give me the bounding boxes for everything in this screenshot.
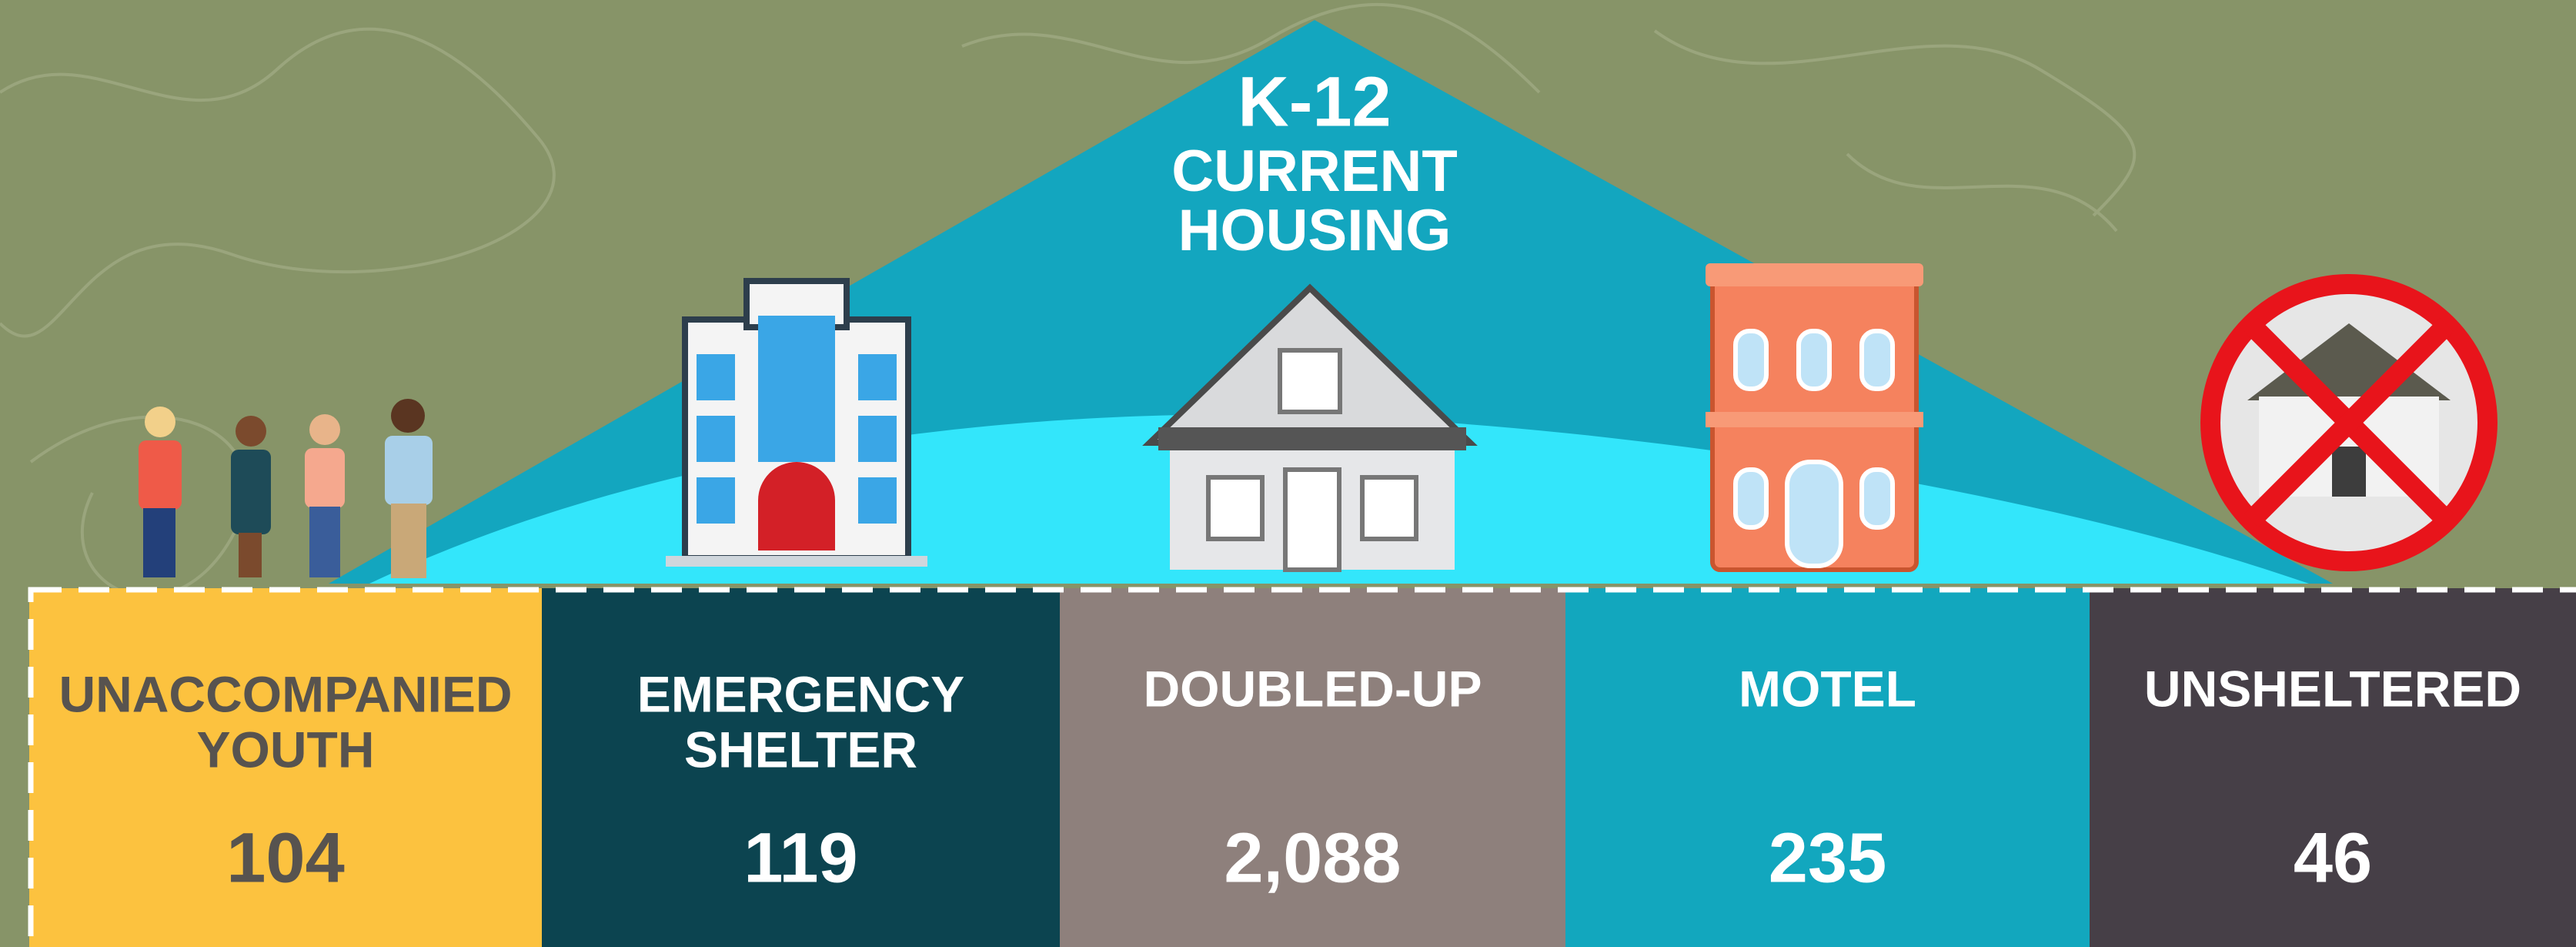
title-line: HOUSING	[1178, 198, 1452, 263]
card-label: YOUTH	[197, 721, 375, 778]
title-line: CURRENT	[1171, 139, 1458, 204]
card-value: 104	[226, 818, 345, 897]
card-label: UNSHELTERED	[2144, 660, 2521, 717]
card-value: 46	[2294, 818, 2372, 897]
card-label: MOTEL	[1739, 660, 1916, 717]
motel-icon	[1706, 263, 1923, 570]
card-label: SHELTER	[684, 721, 917, 778]
card: MOTEL 235	[1565, 588, 2090, 947]
card-label: DOUBLED-UP	[1144, 660, 1482, 717]
card-value: 119	[743, 818, 857, 897]
title-line: K-12	[1238, 62, 1391, 141]
card-value: 235	[1769, 818, 1887, 897]
card-label: EMERGENCY	[637, 665, 964, 722]
card-value: 2,088	[1224, 818, 1401, 897]
shelter-icon	[666, 281, 927, 567]
card: UNSHELTERED 46	[2090, 588, 2576, 947]
page: {"header": {"title_lines": ["K-12", "CUR…	[0, 0, 2576, 947]
no-house-icon	[2210, 284, 2487, 561]
card-label: UNACCOMPANIED	[58, 665, 512, 722]
card: DOUBLED-UP 2,088	[1060, 588, 1565, 947]
infographic: K-12CURRENTHOUSING	[0, 0, 2576, 947]
